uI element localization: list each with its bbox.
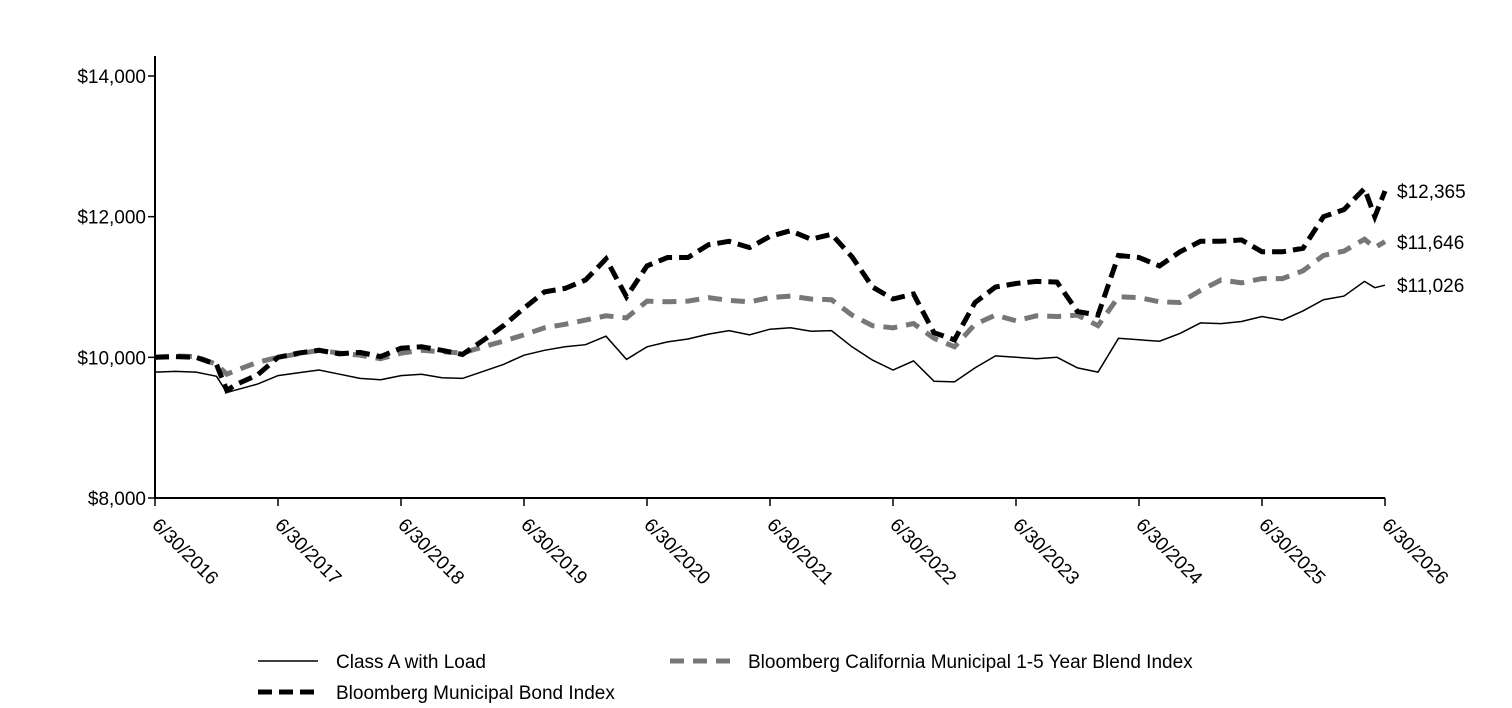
series-line-0 — [154, 280, 1386, 394]
legend-item: Bloomberg California Municipal 1-5 Year … — [670, 652, 1193, 673]
x-tick-label: 6/30/2026 — [1377, 515, 1452, 590]
x-tick-label: 6/30/2016 — [147, 515, 222, 590]
x-tick-label: 6/30/2023 — [1008, 515, 1083, 590]
series-line-1 — [154, 236, 1387, 378]
legend-item: Bloomberg Municipal Bond Index — [258, 683, 615, 704]
x-tick-label: 6/30/2021 — [762, 515, 837, 590]
end-labels: $11,026 $11,646 $12,365 — [1397, 182, 1466, 297]
y-tick-label: $14,000 — [77, 67, 146, 88]
x-tick-label: 6/30/2018 — [393, 515, 468, 590]
x-tick-label: 6/30/2022 — [885, 515, 960, 590]
legend-label: Bloomberg California Municipal 1-5 Year … — [748, 652, 1193, 673]
end-value-label: $11,026 — [1397, 276, 1464, 297]
legend: Class A with Load Bloomberg California Mu… — [258, 652, 1193, 704]
legend-label: Bloomberg Municipal Bond Index — [336, 683, 615, 704]
series-line-2 — [154, 183, 1388, 395]
end-value-label: $12,365 — [1397, 182, 1466, 203]
x-tick-label: 6/30/2024 — [1131, 515, 1206, 590]
x-tick-label: 6/30/2019 — [516, 515, 591, 590]
legend-label: Class A with Load — [336, 652, 486, 673]
y-tick-label: $8,000 — [88, 489, 146, 510]
x-tick-label: 6/30/2020 — [639, 515, 714, 590]
end-value-label: $11,646 — [1397, 233, 1464, 254]
y-axis: $8,000 $10,000 $12,000 $14,000 — [77, 56, 156, 510]
legend-item: Class A with Load — [258, 652, 486, 673]
series-layer — [154, 183, 1388, 395]
x-axis: 6/30/2016 6/30/2017 6/30/2018 6/30/2019 6/30… — [147, 497, 1452, 590]
y-tick-label: $10,000 — [77, 348, 146, 369]
x-tick-label: 6/30/2017 — [270, 515, 345, 590]
y-tick-label: $12,000 — [77, 208, 146, 229]
x-tick-label: 6/30/2025 — [1254, 515, 1329, 590]
